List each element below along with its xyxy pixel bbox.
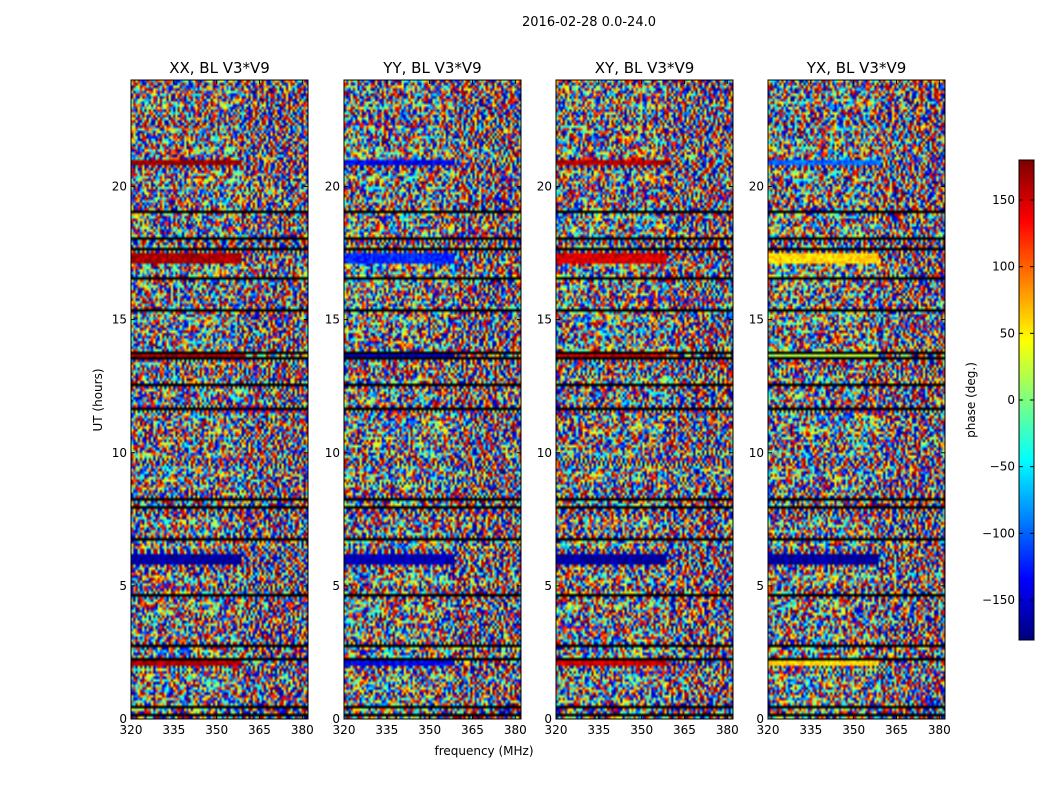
heatmap-image <box>131 80 308 719</box>
x-tick-label: 320 <box>333 723 356 737</box>
colorbar: 150 100 50 0 −50 −100 −150 <box>982 159 1035 641</box>
y-tick-label: 0 <box>332 712 340 726</box>
panel-title: XX, BL V3*V9 <box>169 59 270 77</box>
y-tick-label: 0 <box>756 712 764 726</box>
x-tick-label: 365 <box>461 723 484 737</box>
x-axis-label: frequency (MHz) <box>434 744 533 758</box>
y-tick-label: 5 <box>332 579 340 593</box>
heatmap-image <box>768 80 945 719</box>
panel-frame <box>767 79 946 720</box>
y-tick-label: 10 <box>112 446 127 460</box>
x-tick-label: 365 <box>673 723 696 737</box>
y-tick-label: 10 <box>537 446 552 460</box>
x-tick-label: 335 <box>375 723 398 737</box>
y-tick-label: 20 <box>749 180 764 194</box>
y-tick-label: 15 <box>112 313 127 327</box>
x-tick-label: 380 <box>716 723 739 737</box>
colorbar-tick-label: −100 <box>982 526 1015 540</box>
panel-title: YY, BL V3*V9 <box>382 59 481 77</box>
x-tick-label: 380 <box>504 723 527 737</box>
x-tick-label: 320 <box>757 723 780 737</box>
y-tick-label: 0 <box>119 712 127 726</box>
panel: XX, BL V3*V9 320 335 350 365 380 0 5 10 15 20 <box>112 59 314 737</box>
y-tick-label: 10 <box>749 446 764 460</box>
y-tick-label: 15 <box>537 313 552 327</box>
x-tick-label: 335 <box>162 723 185 737</box>
x-tick-label: 320 <box>545 723 568 737</box>
colorbar-gradient <box>1019 160 1034 640</box>
y-tick-label: 15 <box>749 313 764 327</box>
y-tick-label: 20 <box>112 180 127 194</box>
heatmap-image <box>344 80 521 719</box>
panel: YY, BL V3*V9 320 335 350 365 380 0 5 10 15 20 <box>325 59 527 737</box>
x-tick-label: 380 <box>928 723 951 737</box>
figure-suptitle: 2016-02-28 0.0-24.0 <box>522 15 656 30</box>
x-tick-label: 350 <box>418 723 441 737</box>
y-axis-label: UT (hours) <box>91 368 105 431</box>
panel: YX, BL V3*V9 320 335 350 365 380 0 5 10 15 20 <box>749 59 951 737</box>
panel-frame <box>555 79 734 720</box>
colorbar-tick-label: 100 <box>992 260 1015 274</box>
panel-frame <box>343 79 522 720</box>
y-tick-label: 20 <box>537 180 552 194</box>
y-tick-label: 5 <box>756 579 764 593</box>
panel: XY, BL V3*V9 320 335 350 365 380 0 5 10 15 20 <box>537 59 739 737</box>
y-tick-label: 5 <box>544 579 552 593</box>
panel-title: XY, BL V3*V9 <box>595 59 695 77</box>
heatmap-image <box>556 80 733 719</box>
y-tick-label: 20 <box>325 180 340 194</box>
panel-frame <box>130 79 309 720</box>
colorbar-tick-label: 50 <box>1000 326 1015 340</box>
y-tick-label: 15 <box>325 313 340 327</box>
x-tick-label: 335 <box>587 723 610 737</box>
x-tick-label: 350 <box>630 723 653 737</box>
colorbar-tick-label: −150 <box>982 593 1015 607</box>
x-tick-label: 320 <box>120 723 143 737</box>
colorbar-tick-label: 150 <box>992 193 1015 207</box>
colorbar-label: phase (deg.) <box>964 362 978 438</box>
x-tick-label: 365 <box>885 723 908 737</box>
x-tick-label: 335 <box>799 723 822 737</box>
y-tick-label: 0 <box>544 712 552 726</box>
x-tick-label: 350 <box>205 723 228 737</box>
y-tick-label: 10 <box>325 446 340 460</box>
colorbar-tick-label: −50 <box>990 460 1015 474</box>
y-tick-label: 5 <box>119 579 127 593</box>
panel-title: YX, BL V3*V9 <box>806 59 907 77</box>
x-tick-label: 350 <box>842 723 865 737</box>
x-tick-label: 380 <box>291 723 314 737</box>
x-tick-label: 365 <box>248 723 271 737</box>
colorbar-tick-label: 0 <box>1007 393 1015 407</box>
